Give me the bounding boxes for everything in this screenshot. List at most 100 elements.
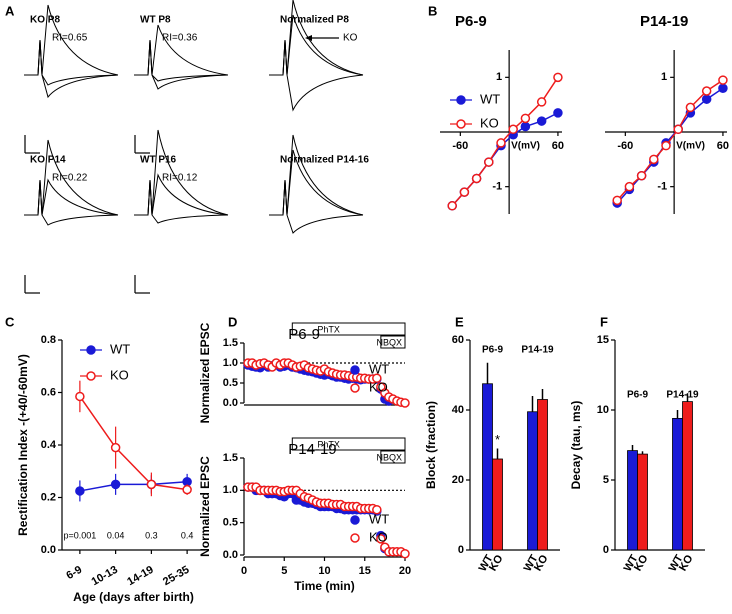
legend-label: KO <box>110 367 129 382</box>
legend-marker <box>350 383 360 393</box>
bar <box>527 411 538 551</box>
group-label: P6-9 <box>627 390 649 401</box>
trace-label: KO <box>343 33 358 44</box>
panel-label: E <box>455 314 464 329</box>
group-label: P14-19 <box>666 390 699 401</box>
y-tick-label: 1 <box>496 71 502 83</box>
x-tick-label: 60 <box>552 140 564 152</box>
x-tick-label: 5 <box>281 565 287 577</box>
point <box>400 548 410 559</box>
point <box>484 157 494 167</box>
y-tick-label: 10 <box>597 404 609 416</box>
panel-label: F <box>600 314 608 329</box>
x-tick-label: 25-35 <box>161 564 191 588</box>
point <box>649 154 659 165</box>
point <box>471 173 482 184</box>
y-tick-label: 20 <box>452 474 464 486</box>
point <box>673 124 683 135</box>
point <box>75 391 85 402</box>
legend-label: WT <box>369 511 389 526</box>
point <box>553 72 563 83</box>
y-label: Normalized EPSC <box>198 456 212 557</box>
x-label: Age (days after birth) <box>73 590 194 604</box>
legend-marker <box>350 515 360 525</box>
trace <box>269 134 364 216</box>
x-tick-label: 60 <box>717 140 729 152</box>
y-tick-label: 0.0 <box>223 549 238 561</box>
chart-title: P6-9 <box>455 13 487 30</box>
legend-marker <box>350 533 360 543</box>
trace-title: Normalized P14-16 <box>280 155 369 166</box>
p-value: p=0.001 <box>63 530 96 540</box>
y-tick-label: 1.5 <box>223 337 238 349</box>
trace-label: RI=0.65 <box>52 33 88 44</box>
trace <box>269 179 364 234</box>
y-label: Normalized EPSC <box>198 322 212 423</box>
legend-label: KO <box>369 379 388 394</box>
bar <box>482 383 493 551</box>
group-label: P6-9 <box>482 345 504 356</box>
y-tick-label: 0.0 <box>41 544 56 556</box>
legend-marker <box>456 95 466 105</box>
chart-title: P6-9 <box>288 326 320 343</box>
trace-title: WT P16 <box>140 155 177 166</box>
y-tick-label: 0.2 <box>41 491 56 503</box>
y-label: Block (fraction) <box>424 401 438 489</box>
point <box>636 170 647 181</box>
bar <box>492 458 503 551</box>
point <box>372 504 382 515</box>
point <box>508 124 518 135</box>
legend-marker <box>86 371 96 381</box>
point <box>400 398 410 408</box>
x-label: V(mV) <box>511 141 540 152</box>
trace-title: WT P8 <box>140 15 171 26</box>
x-label: V(mV) <box>676 141 705 152</box>
y-tick-label: 0.5 <box>223 517 238 529</box>
drug-label: PhTX <box>317 324 340 334</box>
y-tick-label: 1 <box>661 71 667 83</box>
y-tick-label: 0 <box>603 544 609 556</box>
y-tick-label: 1.0 <box>223 484 238 496</box>
bar <box>637 453 648 551</box>
y-tick-label: 0.6 <box>41 386 56 398</box>
point <box>376 534 386 544</box>
series-line <box>79 396 188 491</box>
legend-label: KO <box>369 529 388 544</box>
bar <box>537 399 548 551</box>
drug-bar <box>291 322 406 336</box>
point <box>520 113 531 124</box>
x-tick-label: -60 <box>617 140 633 152</box>
p-value: 0.3 <box>145 530 158 540</box>
point <box>624 181 635 192</box>
drug-label: PhTX <box>317 439 340 449</box>
y-tick-label: 1.0 <box>223 357 238 369</box>
y-tick-label: 0.4 <box>41 439 57 451</box>
point <box>75 486 85 496</box>
trace <box>24 179 119 226</box>
y-tick-label: 0.0 <box>223 397 238 409</box>
point <box>110 442 121 453</box>
legend-label: KO <box>480 115 499 130</box>
trace-label: RI=0.36 <box>162 33 198 44</box>
point <box>701 86 712 96</box>
y-tick-label: -1 <box>492 181 502 193</box>
point <box>661 140 671 151</box>
legend-marker <box>456 119 466 129</box>
point <box>496 138 506 148</box>
point <box>718 75 728 85</box>
point <box>520 121 531 132</box>
chart-title: P14-19 <box>288 441 336 458</box>
legend-marker <box>86 345 96 355</box>
trace-title: KO P14 <box>30 155 66 166</box>
p-value: 0.04 <box>107 530 125 540</box>
drug-bar <box>380 450 406 464</box>
p-value: 0.4 <box>181 530 194 540</box>
drug-label: NBQX <box>376 337 402 347</box>
y-tick-label: 0.5 <box>223 377 238 389</box>
bar <box>672 417 683 551</box>
y-tick-label: 0.8 <box>41 334 56 346</box>
y-tick-label: 1.5 <box>223 452 238 464</box>
point <box>612 195 622 206</box>
x-tick-label: 20 <box>399 565 411 577</box>
point <box>459 187 470 197</box>
